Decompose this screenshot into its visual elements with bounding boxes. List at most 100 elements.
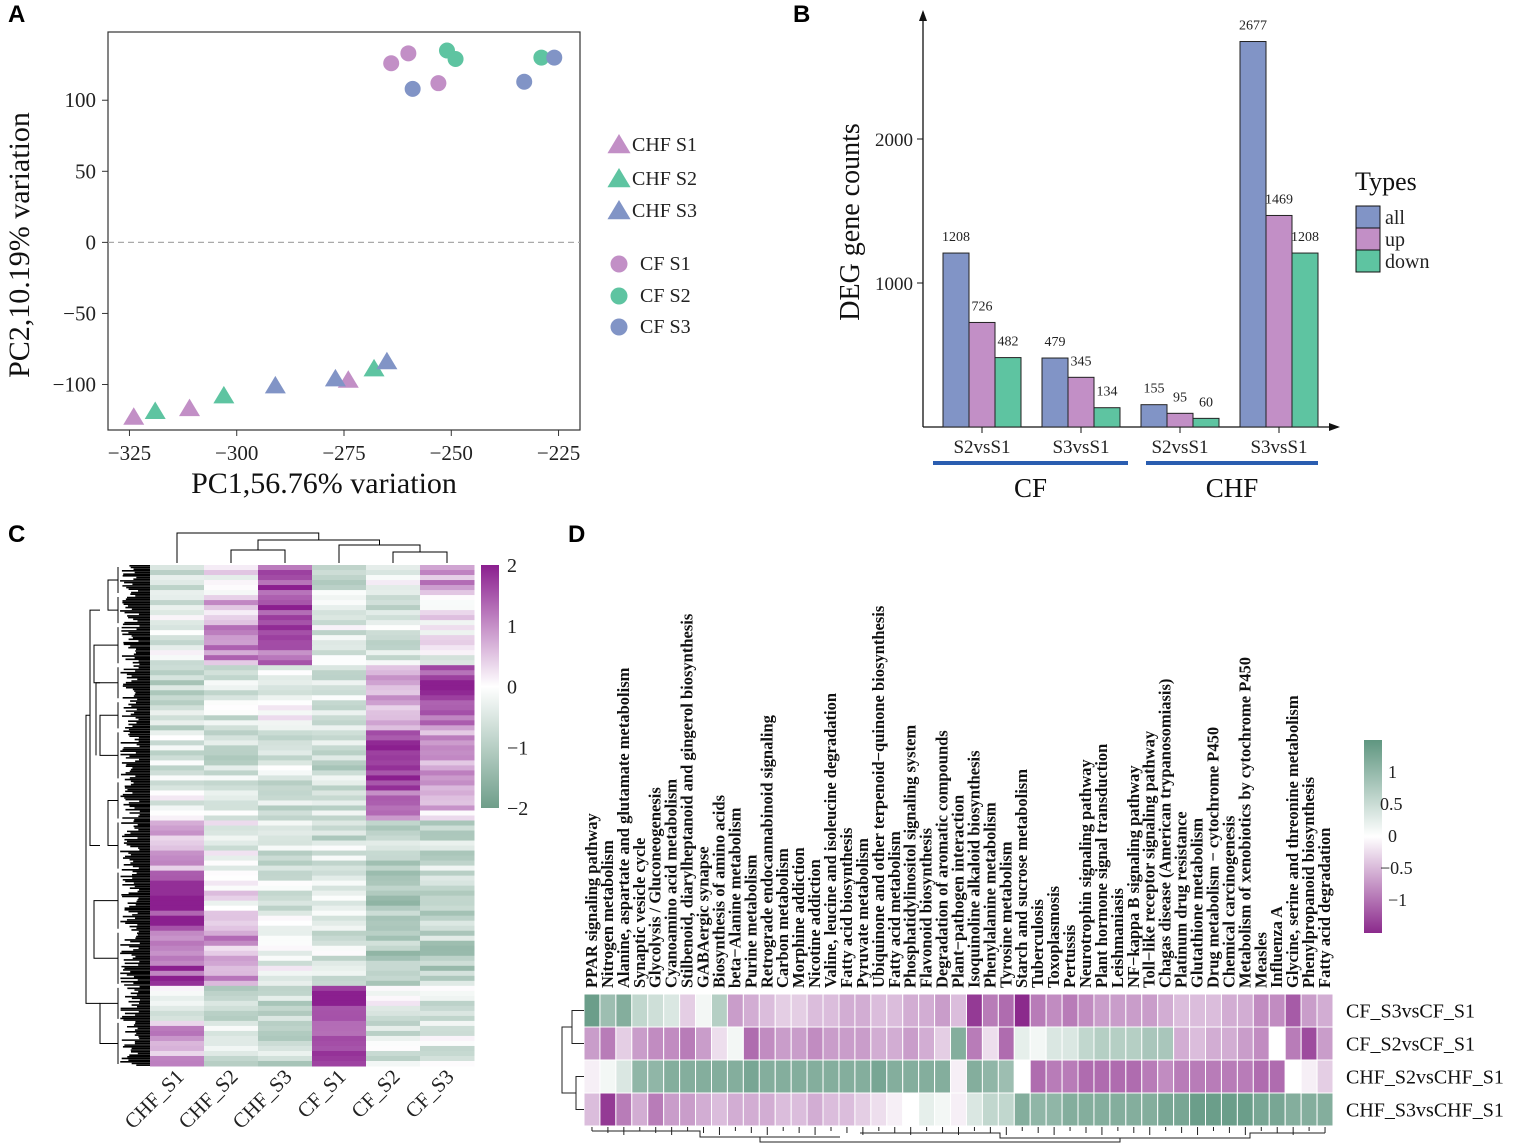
heatmap-cell [366,710,421,716]
heatmap-cell [366,935,421,942]
heatmap-cell [366,850,421,857]
heatmap-cell [366,785,421,791]
heatmap-cell [806,1059,824,1094]
heatmap-cell [150,880,205,887]
heatmap-cell [258,1040,313,1047]
heatmap-cell [204,785,259,791]
heatmap-cell [150,1055,205,1062]
heatmap-cell [204,725,259,731]
heatmap-cell [204,935,259,942]
panel-letter-d: D [568,521,585,548]
heatmap-cell [312,830,367,837]
heatmap-cell [1141,1092,1159,1127]
pathway-label: Fatty acid degradation [1315,828,1334,988]
dendrogram-branch [95,682,100,756]
heatmap-cell [366,815,421,822]
comparison-label: CF_S2vsCF_S1 [1346,1034,1475,1056]
pathway-label: NF−kappa B signaling pathway [1124,765,1143,988]
heatmap-cell [870,1092,888,1127]
heatmap-cell [420,695,475,701]
heatmap-cell [790,993,808,1028]
heatmap-cell [420,750,475,756]
heatmap-cell [420,965,475,972]
heatmap-cell [258,700,313,706]
heatmap-cell [918,993,936,1028]
pathway-label: Toll−like receptor signaling pathway [1140,730,1159,988]
dendrogram-branch [338,544,421,563]
colorbar [1364,740,1382,933]
heatmap-cell [204,755,259,761]
heatmap-cell [806,993,824,1028]
heatmap-cell [742,1026,760,1061]
heatmap-cell [870,1026,888,1061]
heatmap-cell [204,1060,259,1067]
pathway-label: Morphine addiction [789,847,808,988]
pathway-label: Starch and sucrose metabolism [1012,769,1031,988]
heatmap-cell [204,705,259,711]
dendrogram-branch [392,551,448,563]
heatmap-cell [258,580,313,586]
panel-letter-b: B [793,1,810,28]
heatmap-cell [366,800,421,806]
heatmap-cell [420,835,475,842]
heatmap-cell [150,905,205,912]
heatmap-cell [150,755,205,761]
heatmap-cell [204,850,259,857]
heatmap-cell [312,1050,367,1057]
heatmap-cell [204,630,259,636]
heatmap-cell [420,770,475,776]
pathway-label: Measles [1251,932,1270,988]
colorbar-tick-label: −2 [507,798,528,820]
heatmap-cell [420,725,475,731]
heatmap-cell [258,865,313,872]
column-label: CF_S1 [292,1065,350,1123]
pathway-label: Glycine, serine and threonine metabolism [1283,695,1302,988]
heatmap-cell [258,920,313,927]
heatmap-cell [204,945,259,952]
heatmap-cell [258,670,313,676]
heatmap-cell [150,815,205,822]
heatmap-cell [1093,1059,1111,1094]
legend-title: Types [1355,167,1417,196]
pathway-label: Pertussis [1060,924,1079,988]
heatmap-cell [1013,1059,1031,1094]
heatmap-cell [420,815,475,822]
heatmap-cell [420,745,475,751]
heatmap-cell [1125,1092,1143,1127]
heatmap-cell [420,615,475,621]
legend-label: CHF S1 [632,134,697,156]
heatmap-cell [838,1026,856,1061]
heatmap-cell [258,860,313,867]
heatmap-cell [312,650,367,656]
heatmap-cell [599,1059,617,1094]
heatmap-cell [420,1015,475,1022]
heatmap-cell [631,1059,649,1094]
heatmap-cell [312,800,367,806]
heatmap-cell [204,985,259,992]
heatmap-cell [790,1092,808,1127]
colorbar-tick-label: 0.5 [1380,794,1403,814]
heatmap-cell [1316,993,1334,1028]
heatmap-cell [258,905,313,912]
heatmap-cell [1029,993,1047,1028]
heatmap-cell [1300,1059,1318,1094]
heatmap-cell [258,605,313,611]
heatmap-cell [366,780,421,786]
heatmap-cell [997,993,1015,1028]
heatmap-cell [997,1092,1015,1127]
heatmap-cell [150,1035,205,1042]
heatmap-cell [1141,1026,1159,1061]
heatmap-cell [420,900,475,907]
heatmap-cell [366,1045,421,1052]
heatmap-cell [258,955,313,962]
heatmap-cell [758,1026,776,1061]
heatmap-cell [710,1092,728,1127]
heatmap-cell [774,993,792,1028]
heatmap-cell [258,985,313,992]
heatmap-cell [204,700,259,706]
scatter-point-triangle [324,368,346,387]
heatmap-cell [204,970,259,977]
legend-marker-triangle [607,168,631,188]
heatmap-cell [312,740,367,746]
